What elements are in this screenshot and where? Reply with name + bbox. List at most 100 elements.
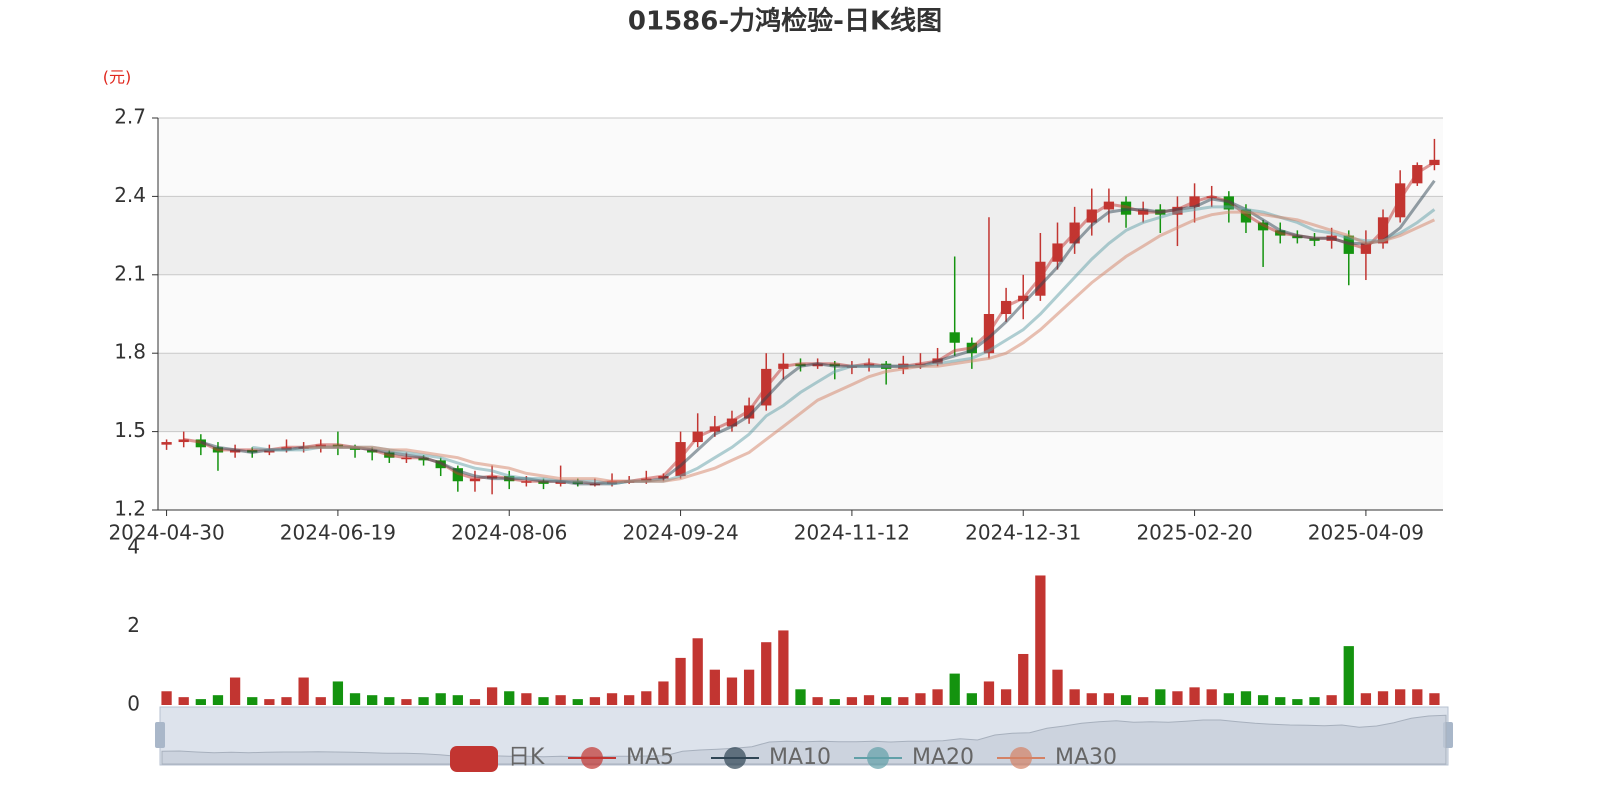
volume-bar [178, 697, 189, 705]
volume-bar [829, 699, 840, 705]
volume-bar [1172, 691, 1183, 705]
volume-bar [161, 691, 172, 705]
legend-swatch [450, 746, 498, 772]
x-tick-label: 2024-12-31 [965, 521, 1081, 545]
volume-bar [778, 630, 789, 705]
volume-bar [1035, 575, 1046, 705]
volume-bar [1429, 693, 1440, 705]
candle-body [949, 332, 960, 343]
y-tick-label: 1.5 [114, 418, 146, 442]
split-area [158, 274, 1443, 354]
x-tick-label: 2025-02-20 [1136, 521, 1252, 545]
volume-bar [1360, 693, 1372, 705]
volume-bar [1000, 689, 1012, 705]
volume-bar [846, 697, 858, 705]
legend-label: MA10 [769, 745, 831, 770]
volume-bar [1412, 689, 1423, 705]
x-tick-label: 2025-04-09 [1308, 521, 1424, 545]
legend-item[interactable]: MA5 [568, 745, 674, 770]
volume-bar [881, 697, 892, 705]
volume-bar [1103, 693, 1115, 705]
volume-bar [401, 699, 412, 705]
ma-line [200, 179, 1436, 486]
volume-bar [264, 699, 275, 705]
volume-bar [761, 642, 772, 705]
volume-bar [1052, 669, 1063, 705]
volume-bar [435, 693, 446, 705]
volume-bar [1086, 693, 1097, 705]
volume-bar [349, 693, 361, 705]
volume-bar [298, 677, 309, 705]
volume-bar [1206, 689, 1217, 705]
volume-bar [1275, 697, 1286, 705]
unit-label: (元) [103, 68, 132, 87]
volume-bar [1018, 653, 1029, 705]
volume-bar [1120, 695, 1132, 705]
volume-bar [521, 693, 532, 705]
volume-bar [212, 695, 224, 705]
split-area [158, 431, 1443, 510]
volume-bar [949, 673, 960, 705]
volume-bar [743, 669, 755, 705]
legend-dot [1010, 747, 1032, 769]
volume-bar [367, 695, 378, 705]
volume-bar [315, 697, 326, 705]
legend-dot [724, 747, 746, 769]
ma-line [251, 205, 1436, 486]
volume-bar [469, 699, 481, 705]
ma-line [303, 210, 1436, 483]
volume-bar [555, 695, 566, 705]
volume-bar [1309, 697, 1320, 705]
x-tick-label: 2024-11-12 [794, 521, 910, 545]
legend-label: MA30 [1055, 745, 1117, 770]
volume-bar [538, 697, 549, 705]
zoom-handle-left[interactable] [155, 722, 165, 748]
volume-bar [675, 657, 686, 705]
volume-bar [726, 677, 738, 705]
x-tick-label: 2024-04-30 [108, 521, 224, 545]
volume-bar [1240, 691, 1252, 705]
volume-bar [1138, 697, 1149, 705]
legend-dot [581, 747, 603, 769]
split-area [158, 196, 1443, 275]
candle-body [161, 442, 172, 445]
volume-bar [1395, 689, 1406, 705]
volume-bar [452, 695, 463, 705]
legend-label: 日K [508, 745, 545, 770]
volume-bar [863, 695, 875, 705]
x-tick-label: 2024-06-19 [280, 521, 396, 545]
volume-bar [332, 681, 344, 705]
volume-bar [795, 689, 806, 705]
volume-bar [247, 697, 258, 705]
y-tick-label: 1.8 [114, 340, 146, 364]
x-tick-label: 2024-08-06 [451, 521, 567, 545]
x-tick-label: 2024-09-24 [622, 521, 738, 545]
chart-title: 01586-力鸿检验-日K线图 [628, 6, 942, 37]
y-tick-label: 2.4 [114, 183, 146, 207]
volume-bar [898, 697, 909, 705]
legend-dot [867, 747, 889, 769]
volume-bar [709, 669, 720, 705]
slider-shadow [161, 714, 1447, 765]
volume-tick-label: 2 [127, 613, 140, 637]
legend-item[interactable]: MA30 [997, 745, 1117, 770]
volume-bar [504, 691, 515, 705]
volume-tick-label: 4 [127, 535, 140, 559]
volume-bar [1377, 691, 1389, 705]
volume-bar [932, 689, 943, 705]
legend-item[interactable]: MA10 [711, 745, 831, 770]
volume-bar [966, 693, 977, 705]
legend-item[interactable]: MA20 [854, 745, 974, 770]
split-area [158, 118, 1443, 197]
volume-bar [281, 697, 292, 705]
volume-bar [384, 697, 395, 705]
volume-bar [1189, 687, 1200, 705]
legend-item[interactable]: 日K [450, 745, 545, 772]
volume-bar [1069, 689, 1080, 705]
volume-bar [486, 687, 498, 705]
y-tick-label: 2.7 [114, 105, 146, 129]
volume-bar [1257, 695, 1269, 705]
